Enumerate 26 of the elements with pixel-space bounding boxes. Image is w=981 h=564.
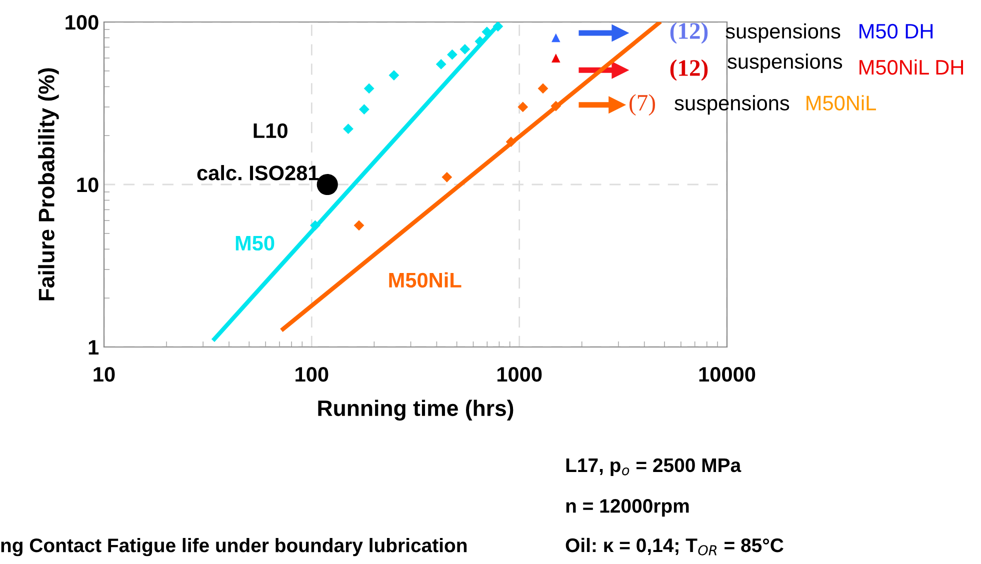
- y-tick-label: 100: [66, 15, 98, 30]
- text: M50NiL: [806, 95, 876, 110]
- annotation: calc. ISO281: [197, 165, 319, 180]
- text: ng Contact Fatigue life under boundary lubrication: [1, 538, 467, 556]
- x-tick-label: 1000: [497, 366, 542, 382]
- annotation: (7): [630, 94, 655, 116]
- series-label: M50: [236, 236, 274, 251]
- annotation: suspensions: [674, 95, 790, 115]
- text: M50NiL DH: [860, 59, 964, 75]
- x-axis-title: Running time (hrs): [318, 400, 514, 421]
- text: suspensions: [728, 54, 842, 73]
- annotation: (12): [670, 22, 708, 44]
- y-tick-label: 1: [88, 340, 99, 355]
- text: Oil: κ = 0,14; T$_{OR}$ = 85°C: [566, 538, 784, 556]
- annotation: L10: [254, 123, 288, 138]
- x-tick-label: 100: [296, 366, 328, 382]
- text: M50 DH: [860, 24, 933, 39]
- annotation: suspensions: [726, 23, 840, 43]
- text: n = 12000rpm: [566, 499, 689, 517]
- text: L17, p$_{o}$ = 2500 MPa: [566, 458, 742, 476]
- y-tick-label: 10: [77, 178, 98, 192]
- series-label: M50NiL: [389, 272, 462, 288]
- x-tick-label: 10: [94, 366, 115, 382]
- y-axis-title: Failure Probability (%): [38, 68, 59, 300]
- x-tick-label: 10000: [699, 366, 756, 382]
- annotation: (12): [670, 59, 708, 81]
